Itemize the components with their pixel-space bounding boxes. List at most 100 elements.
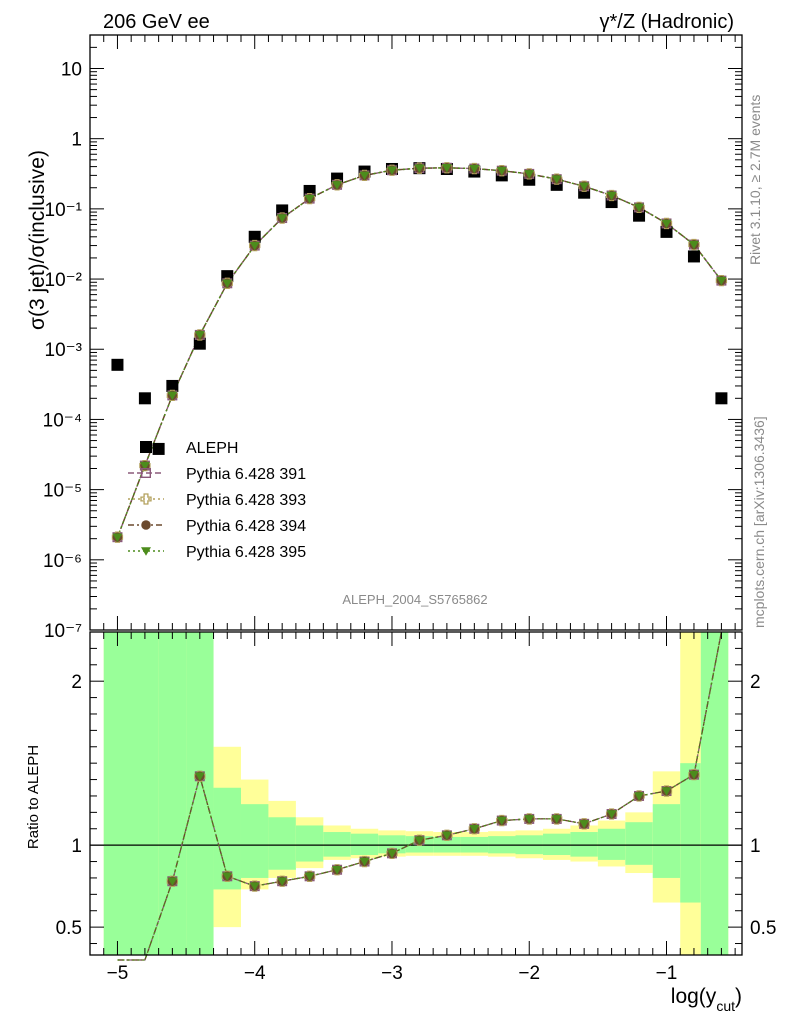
- mc4-point-3: [194, 331, 205, 340]
- ratio-mc4-point-6: [332, 865, 343, 875]
- axes: −5 −4 −3 −2 −1 10⁻⁷ 10⁻⁶ 10⁻⁵ 10⁻⁴ 10⁻³ 10⁻² 10⁻¹ 1 1…: [43, 34, 776, 984]
- legend-label-0: ALEPH: [186, 440, 238, 457]
- aleph-point-0: [111, 358, 124, 371]
- legend: ALEPH Pythia 6.428 391 Pythia 6.428 393 Pyt…: [128, 440, 306, 561]
- mc4-point-9: [359, 171, 370, 181]
- ratio-band-green-5: [268, 817, 296, 870]
- y-tick-label-5: 10⁻²: [45, 270, 83, 291]
- main-y-axis-label: σ(3 jet)/σ(inclusive): [26, 150, 49, 330]
- y-tick-label-6: 10⁻¹: [45, 200, 83, 221]
- mc4-point-22: [716, 276, 727, 286]
- mc4-point-8: [332, 181, 343, 190]
- legend-entry-1: Pythia 6.428 391: [128, 466, 306, 483]
- analysis-id: ALEPH_2004_S5765862: [342, 592, 487, 607]
- mcplots-label: mcplots.cern.ch [arXiv:1306.3436]: [751, 416, 767, 628]
- ratio-mc4-point-1: [194, 772, 205, 782]
- aleph-point-4: [193, 337, 206, 350]
- ratio-y-axis-label: Ratio to ALEPH: [25, 745, 42, 849]
- aleph-point-6: [248, 230, 261, 243]
- ratio-mc4-point-8: [386, 849, 397, 859]
- ratio-band-green-6: [295, 825, 324, 862]
- x-axis-label-close: ): [735, 985, 742, 1008]
- ratio-mc4-point-7: [359, 857, 370, 867]
- ratio-band-green-4: [240, 804, 269, 878]
- ratio-y-tick-label-right-0: 0.5: [750, 918, 776, 939]
- ratio-band-green-8: [350, 833, 379, 855]
- ratio-mc4-point-16: [606, 810, 617, 819]
- ratio-band-green-16: [570, 832, 598, 857]
- aleph-point-3: [166, 379, 179, 392]
- y-tick-label-4: 10⁻³: [45, 340, 83, 361]
- mc4-point-12: [441, 164, 452, 173]
- x-tick-label-0: −5: [107, 963, 129, 984]
- ratio-mc4-point-10: [441, 831, 452, 841]
- mc4-point-10: [386, 166, 397, 175]
- mc4-point-19: [634, 203, 645, 213]
- legend-label-2: Pythia 6.428 393: [186, 492, 306, 509]
- header-left: 206 GeV ee: [103, 11, 210, 33]
- y-tick-label-3: 10⁻⁴: [43, 410, 82, 431]
- x-tick-label-3: −2: [518, 963, 540, 984]
- ratio-mc4-point-5: [304, 872, 315, 882]
- ratio-band-green-9: [378, 835, 406, 854]
- ratio-mc4-point-19: [688, 770, 699, 780]
- ratio-mc4-point-17: [634, 792, 645, 801]
- y-tick-label-0: 10⁻⁷: [44, 621, 82, 642]
- aleph-point-20: [633, 209, 646, 222]
- aleph-point-2: [152, 442, 165, 455]
- ratio-band-green-7: [323, 832, 351, 857]
- legend-label-1: Pythia 6.428 391: [186, 466, 306, 483]
- y-tick-label-2: 10⁻⁵: [43, 481, 82, 502]
- mc4-point-1: [139, 461, 150, 471]
- legend-marker-1: [140, 468, 151, 479]
- mc4-point-6: [277, 214, 288, 223]
- legend-entry-0: ALEPH: [140, 440, 238, 457]
- ratio-mc4-point-2: [222, 872, 233, 882]
- ratio-y-tick-label-right-2: 2: [750, 672, 761, 693]
- ratio-frame: [89, 631, 743, 956]
- ratio-mc4-point-13: [524, 815, 535, 824]
- mc4-point-2: [167, 391, 178, 401]
- aleph-point-23: [715, 392, 728, 405]
- y-tick-label-7: 1: [71, 130, 82, 151]
- x-tick-label-4: −1: [656, 963, 678, 984]
- ratio-mc4-point-3: [249, 882, 260, 891]
- x-axis-label: log(ycut): [671, 985, 742, 1014]
- ratio-y-tick-label-right-1: 1: [750, 836, 761, 857]
- ratio-band-green-21: [700, 632, 729, 955]
- legend-label-3: Pythia 6.428 394: [186, 518, 306, 535]
- ratio-mc4-point-4: [277, 877, 288, 886]
- ratio-band-green-0: [103, 632, 159, 955]
- ratio-band-green-15: [542, 833, 571, 855]
- mc4-point-4: [222, 279, 233, 289]
- ratio-mc4-point-15: [579, 820, 590, 829]
- aleph-point-22: [687, 250, 700, 263]
- mc4-point-20: [661, 219, 672, 229]
- legend-marker-4: [141, 547, 151, 556]
- ratio-mc4-point-14: [551, 815, 562, 824]
- mc4-point-16: [551, 175, 562, 184]
- ratio-mc4-point-9: [414, 836, 425, 845]
- ratio-line-series-4: [117, 631, 723, 961]
- legend-entry-3: Pythia 6.428 394: [128, 518, 306, 535]
- main-frame: [89, 34, 743, 631]
- mc4-point-15: [524, 170, 535, 179]
- mc4-point-14: [496, 166, 507, 176]
- y-tick-label-1: 10⁻⁶: [43, 551, 82, 572]
- mc4-point-5: [249, 241, 260, 251]
- y-tick-label-8: 10: [61, 59, 82, 80]
- ratio-mc4-point-18: [661, 787, 672, 796]
- ratio-plot: [90, 631, 742, 961]
- ratio-band-green-2: [186, 632, 214, 955]
- x-axis-label-main: log(y: [671, 985, 717, 1008]
- aleph-point-1: [138, 392, 151, 405]
- rivet-label: Rivet 3.1.10, ≥ 2.7M events: [747, 95, 763, 265]
- ratio-y-tick-label-left-1: 1: [71, 836, 82, 857]
- legend-marker-2: [140, 493, 152, 505]
- aleph-point-21: [660, 225, 673, 238]
- x-axis-label-sub: cut: [716, 998, 735, 1014]
- mc4-point-0: [112, 533, 123, 542]
- ratio-mc4-point-11: [469, 825, 480, 834]
- x-tick-label-1: −4: [244, 963, 266, 984]
